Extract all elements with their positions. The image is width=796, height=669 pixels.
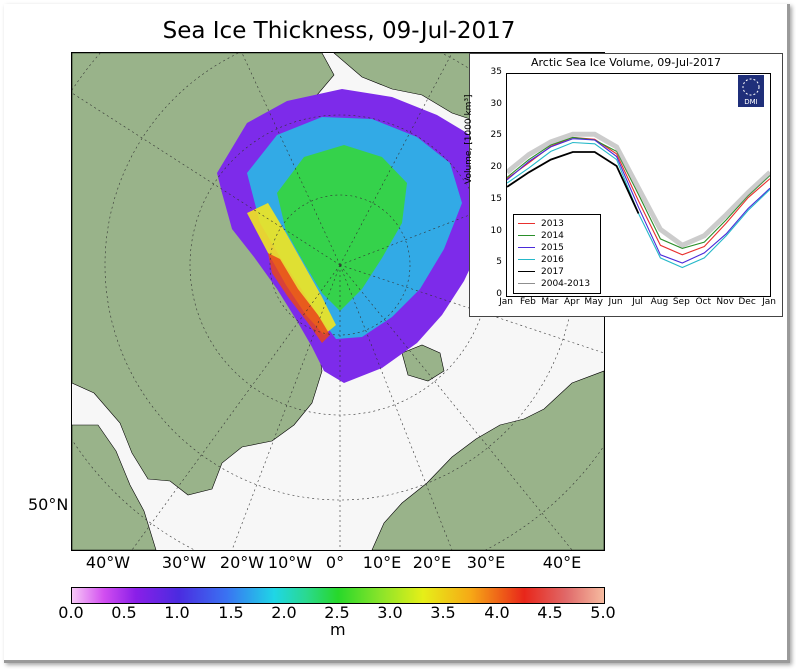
figure-frame: Sea Ice Thickness, 09-Jul-2017 xyxy=(4,4,790,663)
legend-item: 2017 xyxy=(518,266,564,277)
legend-swatch xyxy=(518,271,535,272)
x-tick-label: Jan xyxy=(499,297,513,307)
lon-label: 30°E xyxy=(466,553,506,572)
series-line-2015 xyxy=(506,138,771,264)
lon-label: 40°W xyxy=(85,553,131,572)
legend-item: 2014 xyxy=(518,230,564,241)
colorbar-tick: 4.5 xyxy=(537,603,563,622)
x-tick-label: Oct xyxy=(695,297,712,307)
legend-swatch xyxy=(518,235,535,236)
series-line-2014 xyxy=(506,136,771,249)
x-tick-label: Nov xyxy=(716,297,734,307)
legend-item: 2016 xyxy=(518,254,564,265)
series-line-2013 xyxy=(506,136,771,256)
x-tick-label: Dec xyxy=(738,297,756,307)
series-line-2017 xyxy=(506,151,640,214)
y-tick-label: 0 xyxy=(496,289,502,299)
legend-label: 2014 xyxy=(541,230,564,241)
inset-title: Arctic Sea Ice Volume, 09-Jul-2017 xyxy=(530,56,722,69)
dmi-logo: DMI xyxy=(738,75,764,107)
legend-swatch xyxy=(518,223,535,224)
colorbar-tick: 4.0 xyxy=(484,603,510,622)
x-tick-label: Mar xyxy=(541,297,559,307)
colorbar-tick: 3.0 xyxy=(377,603,403,622)
sea-ice-ridge xyxy=(268,253,330,343)
y-axis-label: Volume, [1000 km³] xyxy=(464,94,474,184)
colorbar-tick: 5.0 xyxy=(590,603,616,622)
dmi-logo-text: DMI xyxy=(744,98,758,106)
legend-label: 2017 xyxy=(541,266,564,277)
colorbar-tick: 2.0 xyxy=(271,603,297,622)
colorbar-tick: 2.5 xyxy=(324,603,350,622)
land-scandinavia xyxy=(371,370,604,550)
land-svalbard xyxy=(401,344,445,382)
colorbar-tick: 0.0 xyxy=(58,603,84,622)
legend-swatch xyxy=(518,247,535,248)
colorbar-tick: 0.5 xyxy=(111,603,137,622)
legend-item: 2004-2013 xyxy=(518,278,590,289)
map-svg xyxy=(72,53,604,550)
land-canada-south xyxy=(72,424,157,550)
lon-label: 10°W xyxy=(267,553,313,572)
x-tick-label: Aug xyxy=(650,297,669,307)
thickness-colorbar xyxy=(71,587,605,604)
legend-item: 2013 xyxy=(518,218,564,229)
y-tick-label: 20 xyxy=(490,162,502,173)
series-line-2004-2013 xyxy=(505,131,772,249)
plot-area: 2013 2014 2015 2016 2017 2004-2013 DMI xyxy=(505,73,772,297)
lat-label-50n: 50°N xyxy=(28,495,69,514)
y-tick-label: 25 xyxy=(490,130,502,141)
colorbar-tick: 1.5 xyxy=(218,603,244,622)
lon-label: 40°E xyxy=(542,553,582,572)
lon-label: 20°E xyxy=(412,553,452,572)
y-tick-label: 10 xyxy=(490,225,502,236)
y-tick-label: 35 xyxy=(490,67,502,77)
x-tick-label: Sep xyxy=(672,297,690,307)
lon-label: 30°W xyxy=(161,553,207,572)
legend-label: 2015 xyxy=(541,242,564,253)
legend-label: 2013 xyxy=(541,218,564,229)
legend-swatch xyxy=(518,259,535,260)
map-title: Sea Ice Thickness, 09-Jul-2017 xyxy=(162,18,516,44)
lon-label: 0° xyxy=(325,553,345,572)
x-tick-label: Jan xyxy=(762,297,776,307)
plot-svg xyxy=(505,131,772,269)
colorbar-tick: 3.5 xyxy=(430,603,456,622)
legend-item: 2015 xyxy=(518,242,564,253)
legend: 2013 2014 2015 2016 2017 2004-2013 xyxy=(513,214,601,294)
legend-swatch xyxy=(518,283,535,284)
legend-label: 2016 xyxy=(541,254,564,265)
x-tick-label: Jun xyxy=(608,297,623,307)
dmi-logo-icon: DMI xyxy=(742,78,760,106)
legend-label: 2004-2013 xyxy=(541,278,591,289)
lon-label: 20°W xyxy=(219,553,265,572)
colorbar-tick: 1.0 xyxy=(164,603,190,622)
x-tick-label: Apr xyxy=(563,297,580,307)
y-tick-label: 5 xyxy=(496,257,502,268)
volume-inset-chart: Arctic Sea Ice Volume, 09-Jul-2017 Volum… xyxy=(464,53,783,317)
x-tick-label: Jul xyxy=(632,297,643,307)
sea-ice-thick xyxy=(277,145,407,311)
lon-label: 10°E xyxy=(362,553,402,572)
y-tick-label: 30 xyxy=(490,98,502,109)
x-tick-label: May xyxy=(584,297,603,307)
x-tick-label: Feb xyxy=(519,297,536,307)
y-tick-label: 15 xyxy=(490,193,502,204)
colorbar-unit: m xyxy=(330,620,346,639)
sea-ice-thickest xyxy=(247,203,336,335)
